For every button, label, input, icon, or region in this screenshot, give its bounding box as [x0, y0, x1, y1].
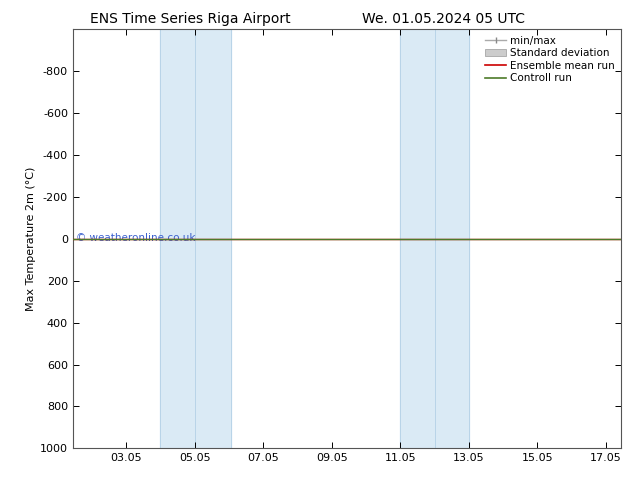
- Legend: min/max, Standard deviation, Ensemble mean run, Controll run: min/max, Standard deviation, Ensemble me…: [481, 31, 619, 88]
- Bar: [400, 29, 469, 448]
- Text: © weatheronline.co.uk: © weatheronline.co.uk: [75, 233, 195, 243]
- Bar: [160, 29, 231, 448]
- Text: ENS Time Series Riga Airport: ENS Time Series Riga Airport: [90, 12, 290, 26]
- Y-axis label: Max Temperature 2m (°C): Max Temperature 2m (°C): [26, 167, 36, 311]
- Text: We. 01.05.2024 05 UTC: We. 01.05.2024 05 UTC: [362, 12, 526, 26]
